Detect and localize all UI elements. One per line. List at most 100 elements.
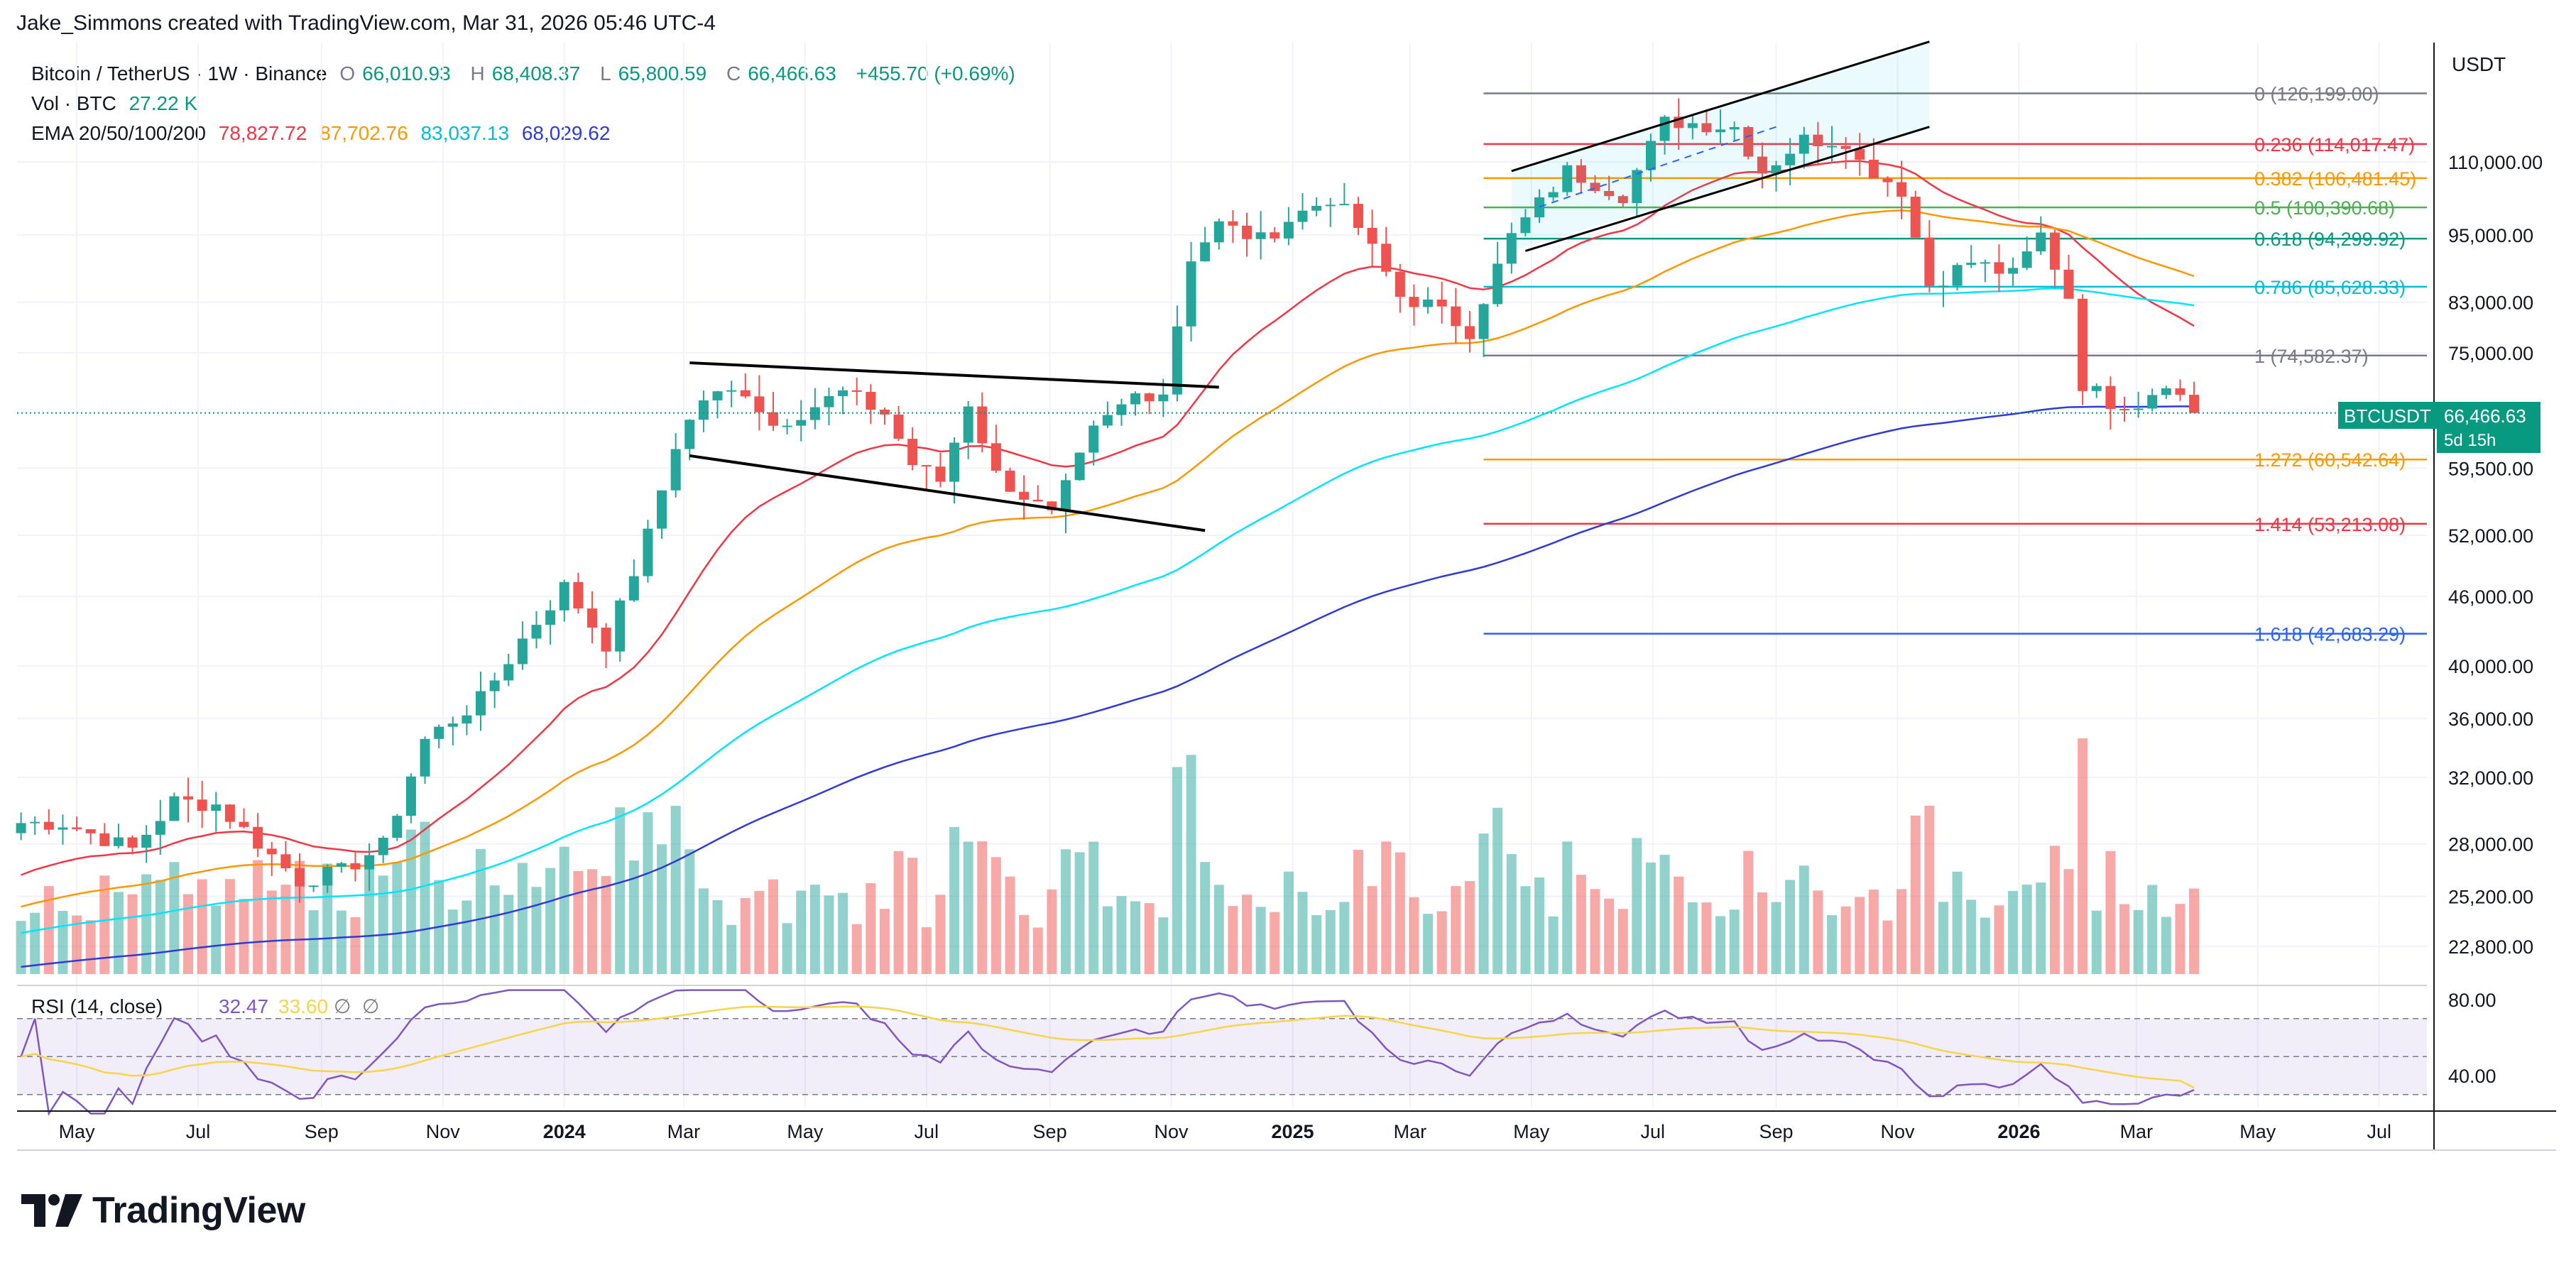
volume-bar <box>1604 898 1615 974</box>
ema50-value: 87,702.76 <box>320 122 408 144</box>
volume-bar <box>1617 909 1628 974</box>
volume-bar <box>378 875 388 974</box>
ema-legend[interactable]: EMA 20/50/100/200 78,827.72 87,702.76 83… <box>31 122 617 145</box>
candle-body <box>336 863 346 867</box>
candle-body <box>183 796 194 800</box>
candle-body <box>113 837 124 846</box>
volume-bar <box>1436 911 1447 974</box>
tradingview-logo[interactable]: TradingView <box>21 1189 305 1232</box>
candle-body <box>392 816 403 838</box>
candle-body <box>531 625 542 639</box>
channel-mid-line <box>1539 126 1777 208</box>
volume-bar <box>308 910 319 974</box>
fib-label-0: 0 (126,199.00) <box>2254 84 2379 105</box>
candle-body <box>935 466 946 482</box>
volume-bar <box>754 891 765 974</box>
volume-bar <box>628 860 639 974</box>
channel-lower-line <box>1524 126 1930 252</box>
volume-bar <box>1827 915 1838 974</box>
volume-bar <box>43 886 54 974</box>
volume-bar <box>1506 854 1517 974</box>
price-tick-label: 22,800.00 <box>2448 936 2533 958</box>
candle-body <box>1423 299 1434 307</box>
symbol-name[interactable]: Bitcoin / TetherUS · 1W · Binance <box>31 62 327 84</box>
candle-body <box>768 412 779 426</box>
tradingview-logo-icon <box>21 1194 82 1227</box>
candle-body <box>866 391 876 410</box>
volume-bar <box>2063 869 2074 974</box>
candle-body <box>503 664 514 681</box>
candle-body <box>1464 326 1475 339</box>
fib-label-0.5: 0.5 (100,390.68) <box>2254 197 2395 219</box>
rsi-pane <box>17 985 2427 1116</box>
candle-body <box>239 821 249 827</box>
candle-body <box>43 821 54 830</box>
candle-body <box>586 608 597 628</box>
volume-bar <box>935 895 946 974</box>
candle-body <box>1200 242 1211 262</box>
candle-body <box>1840 146 1851 149</box>
candle-body <box>2078 298 2088 391</box>
candle-body <box>1019 491 1030 500</box>
candle-body <box>1590 182 1600 191</box>
volume-bar <box>1952 871 1963 974</box>
candle-body <box>476 691 486 716</box>
volume-bar <box>1743 851 1754 974</box>
open-value: 66,010.93 <box>362 62 451 84</box>
volume-legend[interactable]: Vol · BTC 27.22 K <box>31 92 204 115</box>
candle-body <box>1994 262 2004 274</box>
candle-body <box>2119 408 2129 410</box>
ema100-value: 83,037.13 <box>420 122 510 144</box>
candle-body <box>963 406 973 443</box>
candle-body <box>754 396 765 412</box>
volume-bar <box>169 862 180 974</box>
ema-50-line <box>21 209 2195 908</box>
volume-bar <box>684 849 695 974</box>
candle-body <box>1172 326 1182 395</box>
volume-bar <box>211 905 222 974</box>
candle-body <box>628 576 639 601</box>
volume-bar <box>1785 880 1796 974</box>
candle-body <box>796 420 807 426</box>
rsi-legend[interactable]: RSI (14, close) 32.47 33.60 ∅ ∅ <box>31 995 379 1017</box>
time-tick-label: 2025 <box>1271 1121 1314 1142</box>
candle-body <box>1451 306 1461 327</box>
candle-body <box>1213 221 1224 243</box>
candle-body <box>1952 265 1963 286</box>
volume-bar <box>1297 892 1308 974</box>
volume-bar <box>1005 876 1015 974</box>
candle-body <box>1701 123 1712 133</box>
wedge-upper-line <box>689 361 1219 389</box>
candle-body <box>211 804 222 811</box>
candle-body <box>615 600 626 652</box>
volume-bar <box>2133 909 2144 974</box>
volume-bar <box>586 869 597 974</box>
candle-body <box>1283 222 1294 239</box>
candle-body <box>30 821 40 824</box>
volume-bar <box>1882 920 1893 974</box>
volume-bar <box>1381 841 1392 974</box>
time-tick-label: May <box>1513 1121 1550 1142</box>
price-tag-value-box <box>2437 402 2540 453</box>
candle-body <box>949 442 960 482</box>
price-tag-price: 66,466.63 <box>2444 405 2526 427</box>
volume-bar <box>1813 890 1823 974</box>
volume-bar <box>1311 915 1322 974</box>
candle-body <box>169 796 180 821</box>
candle-body <box>1980 262 1990 264</box>
price-chart[interactable]: 0 (126,199.00) 0.236 (114,017.47) 0.382 (1… <box>0 0 2576 1179</box>
time-tick-label: 2024 <box>543 1121 586 1142</box>
candle-body <box>1325 204 1336 207</box>
time-tick-label: Sep <box>1759 1121 1794 1142</box>
candle-body <box>85 829 96 833</box>
candle-body <box>2049 232 2060 270</box>
volume-bar <box>1353 849 1363 974</box>
price-tick-label: 52,000.00 <box>2448 525 2533 547</box>
volume-bar <box>726 924 737 974</box>
volume-bar <box>2036 882 2046 974</box>
currency-box[interactable] <box>2445 46 2530 80</box>
candle-body <box>224 804 235 822</box>
channel-fill <box>1511 41 1930 251</box>
time-tick-label: Nov <box>426 1121 461 1142</box>
currency-label[interactable]: USDT <box>2452 53 2506 75</box>
